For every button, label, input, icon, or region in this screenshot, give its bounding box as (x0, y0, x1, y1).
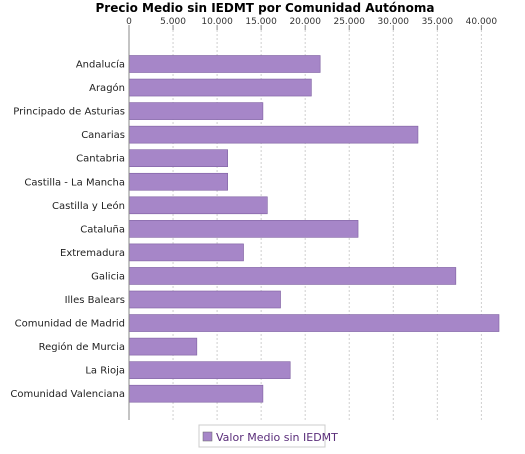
bar (128, 78, 312, 97)
bar (128, 172, 228, 191)
category-label: Aragón (89, 82, 125, 94)
bar (128, 102, 264, 120)
x-tick-label: 40.000 (466, 17, 498, 27)
bar (128, 125, 419, 144)
x-tick-label: 10.000 (201, 17, 233, 27)
bar (128, 196, 268, 215)
bar (128, 55, 321, 73)
category-label: Principado de Asturias (13, 107, 125, 118)
x-tick-label: 25.000 (333, 17, 365, 27)
legend-swatch (202, 431, 213, 442)
category-label: Andalucía (76, 59, 125, 71)
bar (128, 337, 198, 356)
bar (128, 361, 291, 379)
bar (128, 220, 359, 238)
category-label: Comunidad de Madrid (15, 319, 125, 330)
category-label: Castilla y León (52, 200, 125, 212)
bar (128, 314, 500, 332)
bar (128, 290, 281, 309)
category-label: Cataluña (80, 224, 125, 235)
category-labels: Andalucía Aragón Principado de Asturias Can… (10, 59, 125, 401)
x-tick-label: 0 (126, 17, 132, 27)
category-label: La Rioja (85, 366, 125, 377)
category-label: Cantabria (76, 154, 125, 165)
x-axis-ticks: 0 5.000 10.000 15.000 20.000 25.000 30.000 35.0… (126, 17, 497, 30)
bar (128, 149, 228, 167)
x-tick-label: 5.000 (160, 17, 186, 27)
x-tick-label: 15.000 (245, 17, 277, 27)
bar (128, 384, 264, 403)
chart-title: Precio Medio sin IEDMT por Comunidad Aut… (96, 1, 435, 15)
legend-label: Valor Medio sin IEDMT (216, 431, 338, 444)
bars (128, 55, 500, 403)
bar (128, 267, 457, 285)
x-tick-label: 30.000 (378, 17, 410, 27)
category-label: Comunidad Valenciana (10, 389, 125, 400)
category-label: Extremadura (60, 248, 125, 259)
category-label: Canarias (81, 130, 125, 141)
category-label: Galicia (91, 271, 125, 282)
x-tick-label: 35.000 (422, 17, 454, 27)
x-tick-label: 20.000 (289, 17, 321, 27)
category-label: Región de Murcia (39, 341, 125, 353)
legend: Valor Medio sin IEDMT (198, 424, 338, 448)
category-label: Castilla - La Mancha (24, 177, 125, 188)
category-label: Illes Balears (65, 295, 125, 306)
bar (128, 243, 244, 262)
